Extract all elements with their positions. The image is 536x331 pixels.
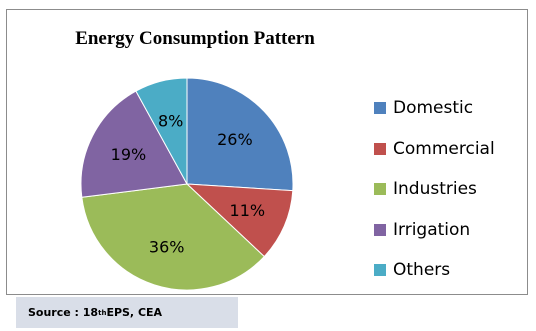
legend-label-others: Others bbox=[393, 260, 451, 280]
legend-swatch-others bbox=[374, 264, 386, 276]
slice-label-industries: 36% bbox=[149, 238, 185, 257]
legend: Domestic Commercial Industries Irrigation Ot… bbox=[374, 98, 495, 301]
chart-title: Energy Consumption Pattern bbox=[75, 28, 315, 49]
source-suffix: EPS, CEA bbox=[106, 306, 163, 319]
slice-label-commercial: 11% bbox=[230, 201, 266, 220]
legend-label-irrigation: Irrigation bbox=[393, 219, 471, 240]
source-prefix: Source : 18 bbox=[28, 306, 99, 319]
legend-item-industries: Industries bbox=[374, 179, 495, 199]
legend-swatch-commercial bbox=[374, 142, 386, 155]
source-superscript: th bbox=[98, 308, 107, 317]
legend-label-industries: Industries bbox=[393, 179, 477, 199]
pie-slice-domestic bbox=[186, 77, 294, 192]
legend-label-domestic: Domestic bbox=[393, 98, 474, 118]
pie-slice-irrigation bbox=[80, 90, 188, 198]
legend-swatch-domestic bbox=[374, 102, 386, 114]
pie-slice-industries bbox=[81, 183, 265, 291]
legend-swatch-industries bbox=[374, 183, 386, 195]
legend-item-commercial: Commercial bbox=[374, 139, 495, 159]
slice-label-others: 8% bbox=[158, 111, 183, 130]
legend-item-others: Others bbox=[374, 260, 495, 280]
pie-slice-commercial bbox=[185, 183, 294, 258]
legend-label-commercial: Commercial bbox=[393, 138, 495, 159]
pie-slice-others bbox=[135, 77, 188, 185]
slice-label-irrigation: 19% bbox=[111, 145, 147, 164]
slice-label-domestic: 26% bbox=[217, 130, 253, 149]
legend-item-irrigation: Irrigation bbox=[374, 220, 495, 240]
legend-swatch-irrigation bbox=[374, 223, 386, 236]
legend-item-domestic: Domestic bbox=[374, 98, 495, 118]
